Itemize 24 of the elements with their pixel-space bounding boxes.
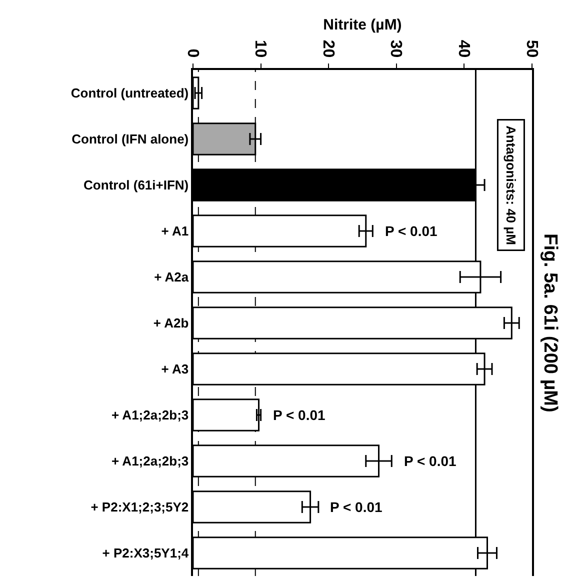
annotation: Antagonists: 40 µM <box>503 126 518 245</box>
data-label: P < 0.01 <box>385 223 438 239</box>
y-tick-label: + P2:X3;5Y1;4 <box>102 546 190 561</box>
x-tick-label: 0 <box>184 48 201 58</box>
y-tick-label: + A2a <box>154 270 190 285</box>
y-tick-label: + A3 <box>161 362 189 377</box>
data-label: P < 0.01 <box>273 407 326 423</box>
x-tick-label: 40 <box>455 40 472 58</box>
y-tick-label: + A2b <box>153 316 189 331</box>
data-label: P < 0.01 <box>404 453 456 469</box>
x-tick-label: 30 <box>387 40 404 58</box>
y-tick-label: + A1;2a;2b;3 <box>111 454 189 469</box>
y-tick-label: + A1 <box>161 224 189 239</box>
x-tick-label: 20 <box>319 40 336 58</box>
x-axis-title: Nitrite (µM) <box>323 16 402 34</box>
text: Fig. 5a. 61i (200 µM) <box>540 234 560 412</box>
y-tick-label: + P2:X1;2;3;5Y2 <box>90 500 189 515</box>
y-tick-label: Control (IFN alone) <box>72 132 189 147</box>
data-label: P < 0.01 <box>330 499 382 515</box>
x-tick-label: 10 <box>252 40 269 58</box>
y-tick-label: Control (untreated) <box>70 86 189 101</box>
y-tick-label: Control (61i+IFN) <box>84 178 189 193</box>
x-tick-label: 50 <box>522 40 540 58</box>
y-tick-label: + A1;2a;2b;3 <box>111 408 189 423</box>
